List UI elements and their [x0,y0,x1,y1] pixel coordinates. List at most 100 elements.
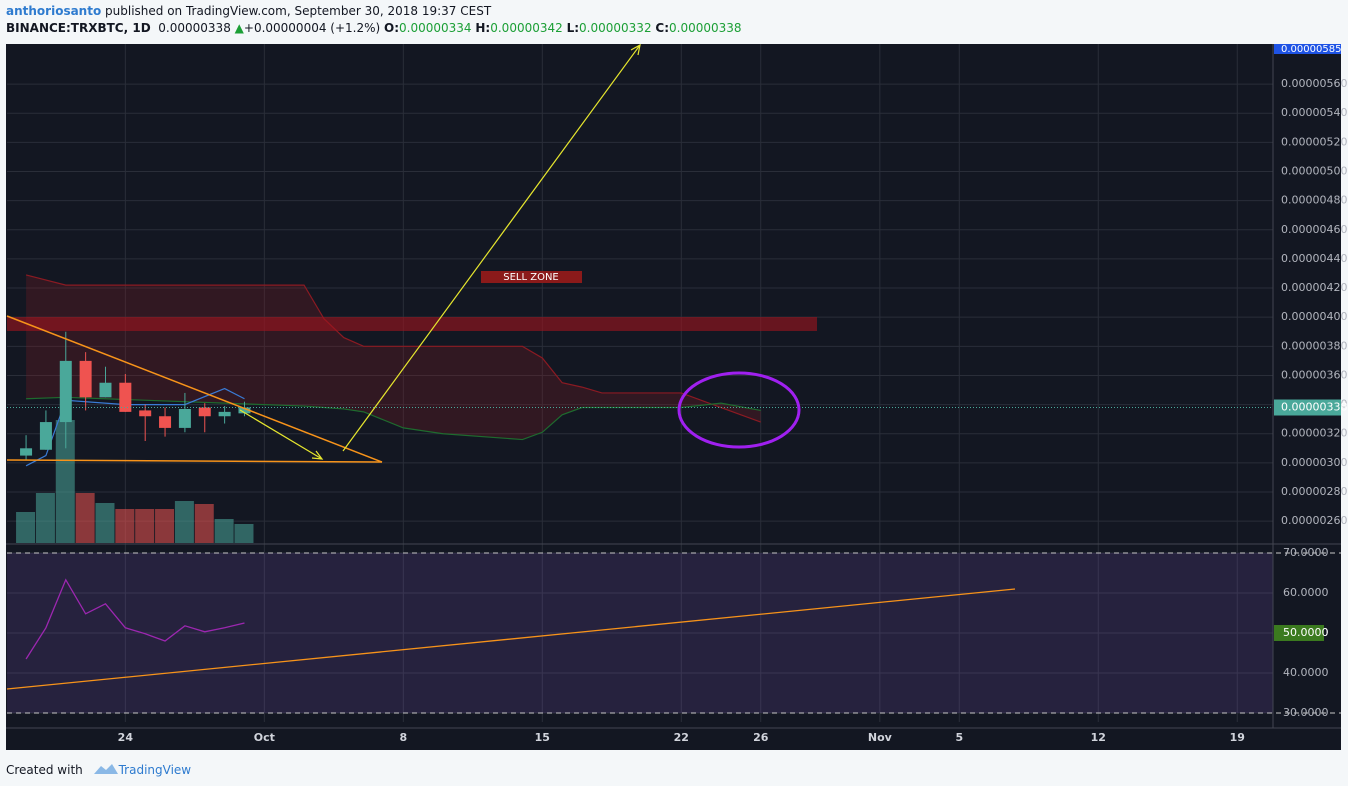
y-tick-label: 0.00000280 [1281,485,1347,498]
volume-bar [115,509,135,543]
layer [7,274,1273,660]
rsi-band [7,553,1273,713]
sell-band [7,317,817,331]
volume-bar [135,509,155,543]
header: anthoriosanto published on TradingView.c… [6,3,742,37]
y-tick-label: 0.00000440 [1281,252,1347,265]
x-tick-label: 8 [399,731,407,744]
h: 0.00000342 [490,21,563,35]
x-tick-label: Nov [868,731,893,744]
x-tick-label: 5 [955,731,963,744]
y-tick-label: 0.00000460 [1281,223,1347,236]
chart: SELL ZONE 24 Oct 8 15 22 26 Nov 5 12 19 0.00000260… [6,43,1347,750]
mid-marker-label: 50.0000 [1283,626,1329,639]
candle-body [119,382,132,412]
volume-bar [155,509,175,543]
volume-bar [16,512,36,543]
y-tick-label: 0.00000300 [1281,456,1347,469]
arrow-head [630,43,641,56]
volume-bar [194,504,214,543]
top-marker-label: 0.00000585 [1281,44,1341,55]
author[interactable]: anthoriosanto [6,4,102,18]
candle-body [238,407,251,414]
header-line-2: BINANCE:TRXBTC, 1D 0.00000338 ▲+0.000000… [6,20,742,37]
x-tick-label: Oct [254,731,275,744]
volume-bar [214,519,234,543]
o-label: O: [384,21,400,35]
volume-bar [174,501,194,543]
footer: Created with TradingView [6,760,191,777]
last-price-label: 0.00000338 [1281,401,1347,414]
l: 0.00000332 [579,21,652,35]
x-tick-label: 22 [674,731,689,744]
candle-body [39,422,52,450]
created: Created with [6,763,83,777]
trend-line [6,459,383,463]
y-tick-label: 0.00000360 [1281,368,1347,381]
volume-bar [234,524,254,543]
y-tick-label: 0.00000520 [1281,135,1347,148]
trend-line [6,315,383,463]
volume-bar [75,493,95,543]
drawings: SELL ZONE [6,43,1016,690]
published: published on TradingView.com, September … [105,4,492,18]
y-tick-label: 40.0000 [1283,666,1329,679]
header-line-1: anthoriosanto published on TradingView.c… [6,3,742,20]
y-tick-label: 30.0000 [1283,706,1329,719]
brand[interactable]: TradingView [118,763,192,777]
h-label: H: [475,21,491,35]
arrow [239,409,323,460]
logo [93,764,118,774]
candle-body [59,360,72,423]
volume-bar [55,420,75,543]
o: 0.00000334 [399,21,472,35]
candle-body [139,410,152,417]
chart-bg [6,44,1341,750]
candle-body [178,408,191,428]
candle-body [218,411,231,417]
up-arrow: ▲ [234,21,244,35]
candle-body [99,382,112,398]
indicator-line [26,396,761,441]
y-tick-label: 60.0000 [1283,586,1329,599]
y-tick-label: 0.00000500 [1281,164,1347,177]
volume-bar [95,503,115,543]
arrow-head [311,450,324,460]
x-tick-label: 24 [118,731,134,744]
candle-body [159,416,172,428]
y-tick-label: 0.00000400 [1281,310,1347,323]
candle-body [198,407,211,417]
last: 0.00000338 [158,21,231,35]
arrow [342,44,641,452]
c-label: C: [655,21,670,35]
y-tick-label: 0.00000260 [1281,514,1347,527]
volume-bar [35,493,55,543]
sell-zone-box [481,271,582,283]
candle-body [79,360,92,398]
y-tick-label: 0.00000560 [1281,77,1347,90]
axis: 24 Oct 8 15 22 26 Nov 5 12 19 0.00000260 0.00000280… [118,44,1347,744]
y-tick-label: 0.00000380 [1281,339,1347,352]
candle-body [20,448,33,456]
x-tick-label: 26 [753,731,769,744]
y-tick-label: 70.0000 [1283,546,1329,559]
last-price-box [1274,399,1341,416]
rsi-trend-line [6,588,1016,690]
sell-zone-label: SELL ZONE [503,272,559,283]
highlight-circle [677,371,801,449]
indicator-line [25,274,761,423]
y-tick-label: 0.00000320 [1281,427,1347,440]
y-tick-label: 0.00000540 [1281,106,1347,119]
y-tick-label: 0.00000420 [1281,281,1347,294]
y-tick-label: 0.00000480 [1281,194,1347,207]
top-marker-box [1274,44,1341,54]
x-tick-label: 12 [1091,731,1106,744]
mid-marker-box [1274,625,1324,641]
x-tick-label: 15 [535,731,550,744]
x-tick-label: 19 [1230,731,1245,744]
cloud-fill [26,274,761,440]
change: +0.00000004 (+1.2%) [243,21,381,35]
l-label: L: [566,21,580,35]
rsi-line [25,578,245,660]
